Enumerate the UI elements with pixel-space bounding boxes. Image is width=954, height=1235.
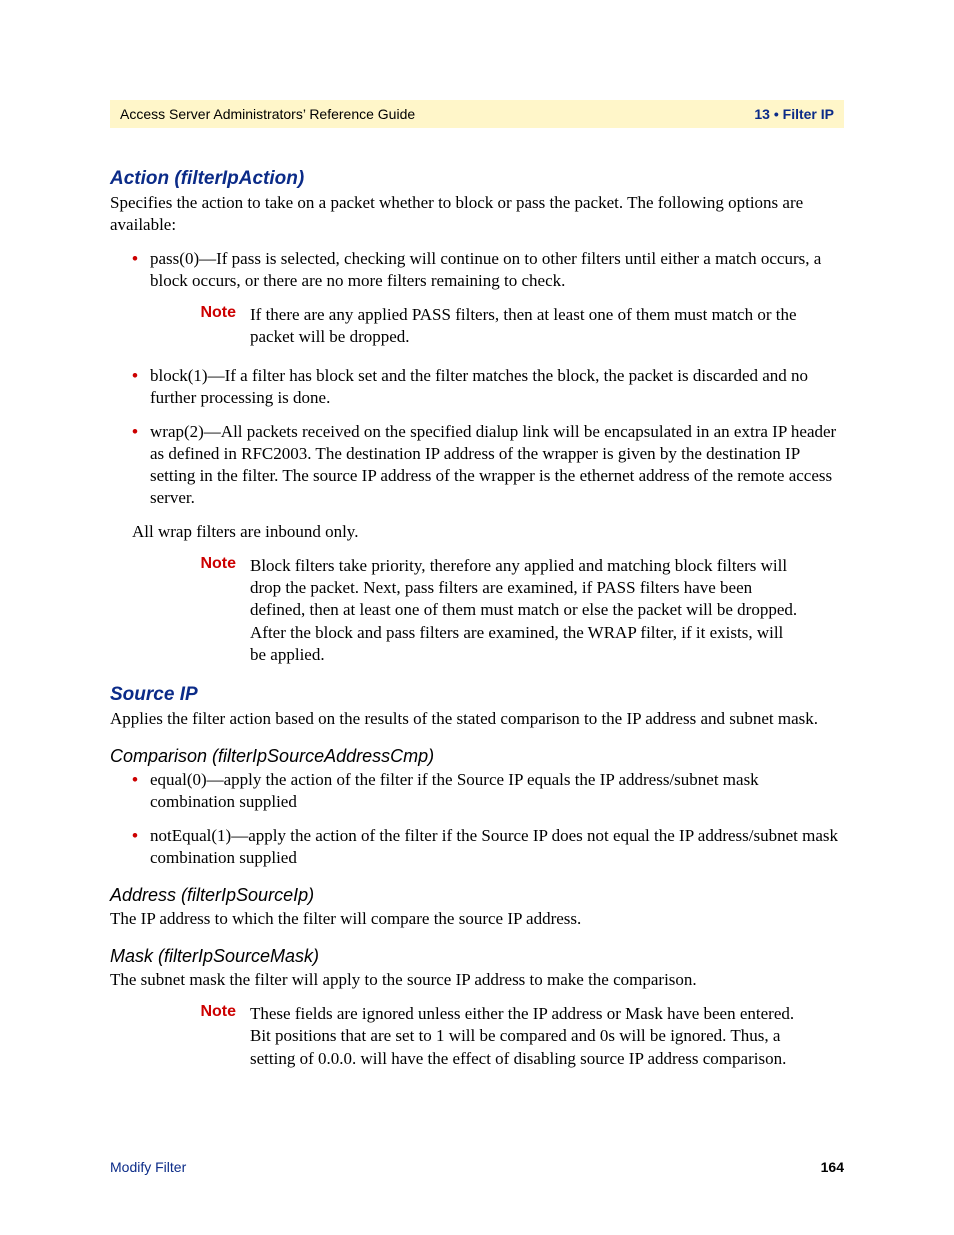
subheading-address: Address (filterIpSourceIp) [110, 885, 844, 906]
note-text-priority: Block filters take priority, therefore a… [250, 555, 800, 665]
bullet-block: block(1)—If a filter has block set and t… [132, 365, 844, 409]
note-label: Note [180, 555, 250, 573]
section-heading-sourceip: Source IP [110, 684, 844, 706]
sourceip-intro: Applies the filter action based on the r… [110, 708, 844, 730]
subheading-comparison: Comparison (filterIpSourceAddressCmp) [110, 746, 844, 767]
note-block-priority: Note Block filters take priority, theref… [180, 555, 800, 665]
comparison-bullets: equal(0)—apply the action of the filter … [110, 769, 844, 869]
section-heading-action: Action (filterIpAction) [110, 168, 844, 190]
header-right-text: 13 • Filter IP [754, 106, 834, 122]
note-label: Note [180, 1003, 250, 1021]
note-text-mask: These fields are ignored unless either t… [250, 1003, 800, 1069]
note-text-pass: If there are any applied PASS filters, t… [250, 304, 800, 348]
page-header-band: Access Server Administrators’ Reference … [110, 100, 844, 128]
bullet-notequal: notEqual(1)—apply the action of the filt… [132, 825, 844, 869]
note-block-pass: Note If there are any applied PASS filte… [180, 304, 800, 348]
action-bullet-list-2: block(1)—If a filter has block set and t… [110, 365, 844, 510]
mask-text: The subnet mask the filter will apply to… [110, 969, 844, 991]
bullet-equal: equal(0)—apply the action of the filter … [132, 769, 844, 813]
footer-right: 164 [821, 1159, 844, 1175]
address-text: The IP address to which the filter will … [110, 908, 844, 930]
bullet-wrap: wrap(2)—All packets received on the spec… [132, 421, 844, 509]
note-block-mask: Note These fields are ignored unless eit… [180, 1003, 800, 1069]
wrap-tail: All wrap filters are inbound only. [132, 521, 844, 543]
bullet-pass: pass(0)—If pass is selected, checking wi… [132, 248, 844, 292]
action-bullet-list: pass(0)—If pass is selected, checking wi… [110, 248, 844, 292]
header-left-text: Access Server Administrators’ Reference … [120, 106, 415, 122]
note-label: Note [180, 304, 250, 322]
footer-left: Modify Filter [110, 1159, 186, 1175]
subheading-mask: Mask (filterIpSourceMask) [110, 946, 844, 967]
page-footer: Modify Filter 164 [110, 1159, 844, 1175]
document-page: Access Server Administrators’ Reference … [0, 0, 954, 1235]
action-intro: Specifies the action to take on a packet… [110, 192, 844, 236]
